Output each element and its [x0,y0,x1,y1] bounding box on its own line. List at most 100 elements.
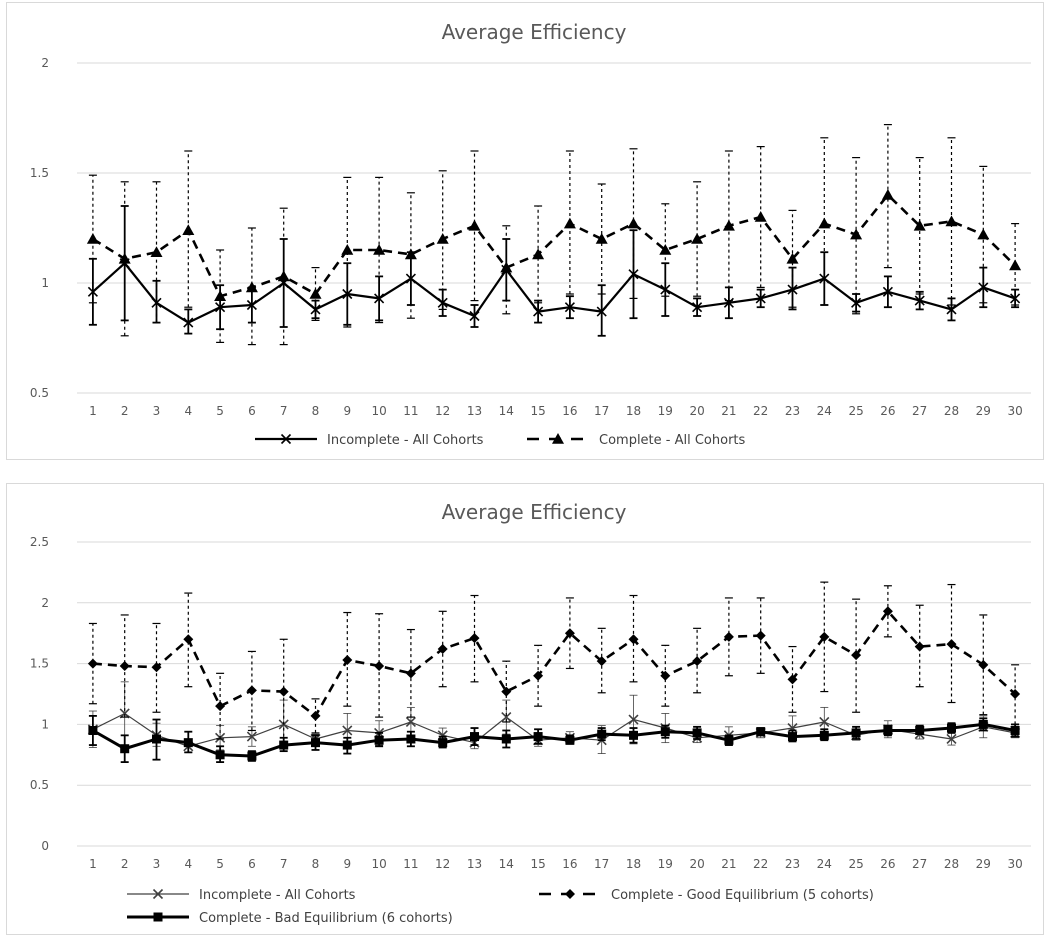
chart-title: Average Efficiency [442,500,627,524]
x-tick-label: 21 [721,857,736,871]
x-tick-label: 25 [848,857,863,871]
x-tick-label: 22 [753,857,768,871]
data-point [277,270,290,282]
data-point [596,656,607,667]
data-point [627,217,640,229]
x-tick-label: 4 [184,404,192,418]
x-tick-label: 27 [912,857,927,871]
x-tick-label: 29 [976,404,991,418]
y-tick-label: 2 [41,56,49,70]
data-point [945,215,958,227]
data-point [660,727,670,737]
x-tick-label: 30 [1007,857,1022,871]
data-point [787,674,798,685]
chart-panel-bottom: Average Efficiency 0 0.5 1 1.5 2 2.5 1 2 3 4 5 6 7 8 9 1… [6,483,1044,935]
data-point [946,733,957,745]
data-point [469,633,480,644]
data-point [500,261,513,273]
x-tick-label: 18 [626,857,641,871]
data-point [246,299,257,311]
data-point [374,661,385,672]
data-point [437,644,448,655]
data-point [374,735,384,745]
x-tick-label: 24 [817,857,832,871]
data-point [310,710,321,721]
data-point [246,685,257,696]
series-1 [87,205,1021,337]
data-point [1010,689,1021,699]
x-tick-label: 5 [216,857,224,871]
y-tick-label: 1.5 [30,166,49,180]
x-tick-label: 9 [343,857,351,871]
y-tick-label: 1 [41,276,49,290]
chart-panel-top: Average Efficiency 0.5 1 1.5 2 1 2 3 4 5 6 7 8 9 10 11 1… [6,2,1044,460]
x-tick-label: 23 [785,857,800,871]
data-point [628,714,639,725]
x-tick-label: 25 [848,404,863,418]
legend-entry-1: Incomplete - All Cohorts [127,888,356,903]
x-tick-label: 12 [435,857,450,871]
series-line [92,722,1016,758]
x-tick-label: 15 [530,404,545,418]
data-point [819,730,829,740]
data-point [564,302,575,313]
x-tick-label: 6 [248,857,256,871]
data-point [215,750,225,760]
data-point [86,233,99,244]
data-point [183,634,194,645]
legend-entry-2: Complete - All Cohorts [527,433,746,448]
data-point [628,634,639,645]
legend-label: Complete - Bad Equilibrium (6 cohorts) [199,911,453,926]
data-point [946,639,957,650]
x-tick-label: 20 [689,404,704,418]
data-point [947,723,956,733]
data-point [501,734,511,744]
legend-label: Complete - All Cohorts [599,433,746,448]
data-point [819,631,830,642]
data-point [629,730,638,740]
x-tick-label: 16 [562,404,577,418]
data-point [247,751,257,761]
legend-marker [552,433,564,444]
chart-title: Average Efficiency [442,20,627,44]
data-point [279,740,289,750]
data-point [882,606,893,617]
data-point [310,304,321,315]
data-point [311,738,320,748]
legend-label: Incomplete - All Cohorts [327,433,484,448]
data-point [978,659,989,670]
data-point [152,734,161,744]
series-2 [86,123,1022,346]
data-point [183,317,194,328]
data-point [564,628,575,639]
x-tick-label: 21 [721,404,736,418]
x-tick-label: 3 [153,857,161,871]
data-point [1010,725,1020,735]
data-point [87,286,98,297]
x-tick-label: 27 [912,404,927,418]
data-point [851,297,862,308]
data-point [563,217,576,229]
x-tick-label: 13 [467,404,482,418]
y-tick-label: 1.5 [30,657,49,671]
data-point [406,734,416,744]
data-point [881,189,894,200]
x-tick-label: 10 [371,404,386,418]
y-tick-label: 0.5 [30,386,49,400]
x-tick-label: 18 [626,404,641,418]
data-point [533,670,544,681]
y-tick-label: 2 [41,596,49,610]
x-tick-label: 26 [880,857,895,871]
data-point [722,219,735,231]
x-tick-label: 5 [216,404,224,418]
data-point [914,641,925,652]
series-1 [87,681,1021,754]
data-point [88,725,98,735]
x-tick-label: 12 [435,404,450,418]
data-point [151,662,162,673]
x-tick-label: 14 [499,857,514,871]
data-point [786,252,799,264]
data-point [787,284,798,295]
x-tick-label: 1 [89,404,97,418]
